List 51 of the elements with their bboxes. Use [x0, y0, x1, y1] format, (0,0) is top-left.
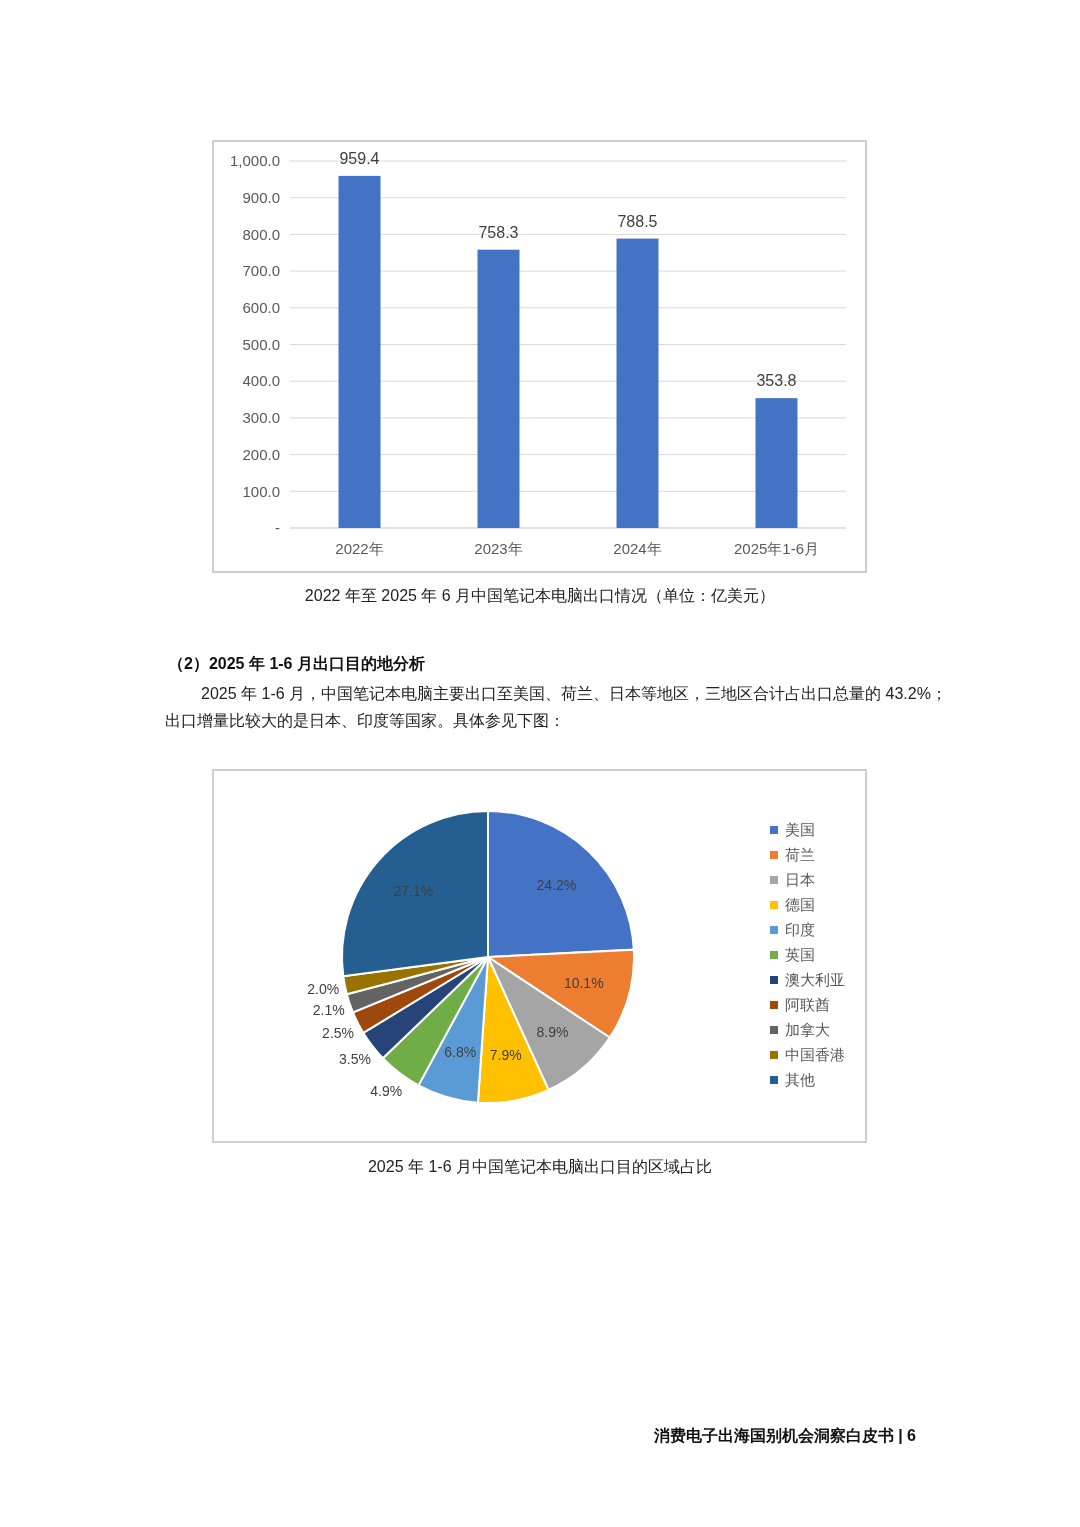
data-label: 788.5: [617, 212, 658, 230]
y-tick-label: 500.0: [242, 335, 280, 353]
data-label: 2.1%: [312, 1002, 345, 1019]
data-label: 10.1%: [563, 975, 604, 992]
bar: [477, 249, 520, 528]
legend-label: 印度: [785, 921, 815, 939]
data-label: 7.9%: [489, 1046, 522, 1063]
data-label: 27.1%: [393, 883, 434, 900]
legend-label: 其他: [785, 1071, 815, 1089]
legend-label: 荷兰: [785, 846, 815, 864]
text: 2022 年至 2025 年 6 月中国笔记本电脑出口情况（单位：亿美元）: [304, 587, 776, 604]
y-tick-label: 1,000.0: [229, 152, 280, 170]
data-label: 4.9%: [370, 1082, 403, 1099]
data-label: 8.9%: [536, 1024, 569, 1041]
data-label: 758.3: [478, 223, 519, 241]
legend-label: 中国香港: [785, 1046, 845, 1064]
data-label: 2.5%: [322, 1024, 355, 1041]
x-tick-label: 2024年: [613, 540, 662, 557]
data-label: 353.8: [756, 372, 797, 390]
x-tick-label: 2022年: [335, 540, 384, 557]
data-label: 3.5%: [338, 1051, 371, 1068]
data-label: 959.4: [339, 149, 380, 167]
legend-label: 日本: [785, 871, 815, 889]
text: 消费电子出海国别机会洞察白皮书 | 6: [652, 1426, 917, 1444]
data-label: 2.0%: [307, 981, 340, 998]
legend-label: 加拿大: [785, 1021, 830, 1039]
y-tick-label: 200.0: [242, 445, 280, 463]
y-tick-label: 700.0: [242, 262, 280, 280]
text: （2）2025 年 1-6 月出口目的地分析: [168, 655, 425, 673]
x-tick-label: 2023年: [474, 540, 523, 557]
legend-label: 阿联酋: [785, 996, 830, 1014]
bar: [338, 175, 381, 528]
y-tick-label: 900.0: [242, 188, 280, 206]
legend-label: 德国: [785, 896, 815, 914]
y-tick-label: 300.0: [242, 409, 280, 427]
legend-label: 英国: [785, 946, 815, 964]
y-tick-label: 600.0: [242, 299, 280, 317]
text: 出口增量比较大的是日本、印度等国家。具体参见下图：: [165, 712, 565, 729]
data-label: 6.8%: [444, 1044, 477, 1061]
x-tick-label: 2025年1-6月: [733, 540, 820, 557]
y-tick-label: 800.0: [242, 225, 280, 243]
text: 2025 年 1-6 月，中国笔记本电脑主要出口至美国、荷兰、日本等地区，三地区合计占出口总量的 43.2%；: [201, 685, 947, 702]
bar: [755, 398, 798, 528]
legend-label: 美国: [785, 821, 815, 839]
legend-label: 澳大利亚: [785, 971, 845, 989]
data-label: 24.2%: [536, 876, 577, 893]
y-tick-label: 400.0: [242, 372, 280, 390]
bar: [616, 238, 659, 528]
y-tick-label: -: [275, 519, 280, 537]
text: 2025 年 1-6 月中国笔记本电脑出口目的区域占比: [367, 1158, 713, 1175]
y-tick-label: 100.0: [242, 482, 280, 500]
